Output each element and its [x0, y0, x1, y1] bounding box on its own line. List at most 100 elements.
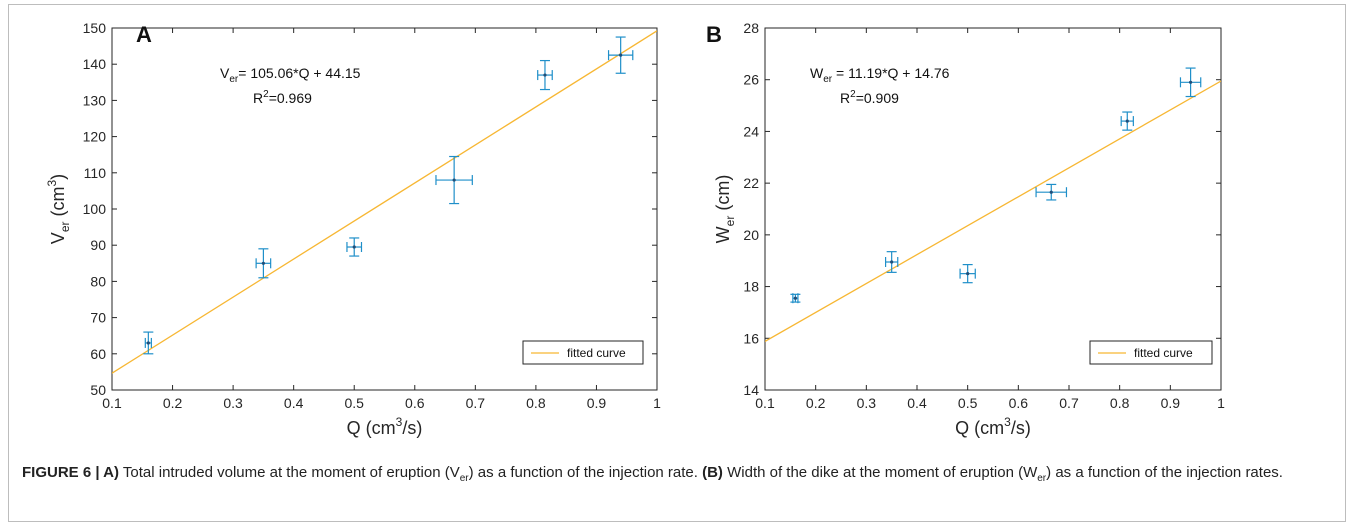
data-point [1120, 111, 1134, 131]
r-squared-sup: 2 [263, 89, 269, 100]
data-point [255, 248, 272, 279]
fit-equation-symbol: W [810, 65, 824, 81]
legend: fitted curve [522, 340, 644, 365]
point-marker [1049, 190, 1053, 194]
figure-caption: FIGURE 6 | A) Total intruded volume at t… [22, 462, 1332, 490]
data-point [346, 237, 363, 257]
y-axis-label-unit-tail: ) [48, 174, 68, 180]
y-tick-label: 26 [743, 72, 759, 88]
x-axis-label-main: Q (cm [955, 418, 1004, 438]
y-tick-label: 16 [743, 330, 759, 346]
y-axis-label-main: W [713, 226, 733, 243]
x-tick-label: 0.9 [1161, 395, 1181, 411]
data-point [435, 155, 473, 205]
caption-label-b: (B) [702, 464, 723, 481]
data-point [790, 293, 801, 304]
fitted-curve-line [112, 30, 657, 374]
data-point [959, 263, 976, 284]
y-tick-label: 140 [83, 56, 107, 72]
data-point [143, 331, 154, 355]
point-marker [261, 261, 265, 265]
y-tick-label: 150 [83, 20, 107, 36]
caption-sub-1: er [459, 473, 469, 484]
point-marker [146, 341, 150, 345]
y-tick-label: 22 [743, 175, 759, 191]
x-tick-label: 0.7 [1059, 395, 1079, 411]
y-tick-label: 18 [743, 279, 759, 295]
fit-equation: Wer = 11.19*Q + 14.76 [810, 65, 950, 85]
fit-equation-rest: = 105.06*Q + 44.15 [238, 65, 360, 81]
panel-label: A [136, 22, 152, 47]
caption-text-1: Total intruded volume at the moment of e… [118, 464, 460, 481]
caption-sub-3: er [1037, 473, 1047, 484]
y-axis-label: Ver (cm3) [45, 174, 72, 244]
data-point [884, 251, 899, 273]
fitted-curve-line [765, 80, 1221, 342]
y-tick-label: 14 [743, 382, 759, 398]
legend-label: fitted curve [567, 346, 626, 360]
y-axis-label-unit: (cm) [713, 175, 733, 216]
x-tick-label: 0.2 [806, 395, 826, 411]
x-tick-label: 0.8 [1110, 395, 1130, 411]
x-tick-label: 0.4 [284, 395, 304, 411]
chart-panel-a: 0.1 0.2 0.3 0.4 0.5 0.6 0.7 0.8 0.9 1506070809010… [45, 20, 661, 438]
x-tick-label: 0.5 [958, 395, 978, 411]
y-axis-label-unit-sup: 3 [45, 180, 59, 187]
y-tick-label: 60 [90, 346, 106, 362]
fit-equation-rest: = 11.19*Q + 14.76 [832, 65, 949, 81]
r-squared: R2=0.969 [253, 89, 312, 106]
y-tick-label: 70 [90, 310, 106, 326]
point-marker [452, 178, 456, 182]
point-marker [1125, 119, 1129, 123]
data-point [1179, 67, 1202, 98]
x-axis-label-sup: 3 [1004, 415, 1011, 429]
r-squared-main: R [840, 90, 850, 106]
data-point [537, 59, 553, 91]
y-axis-label-sub: er [58, 221, 72, 232]
legend-label: fitted curve [1134, 346, 1193, 360]
r-squared-rest: =0.909 [856, 90, 899, 106]
y-tick-label: 110 [84, 165, 107, 181]
legend-box [1089, 340, 1213, 365]
fit-equation-sub: er [823, 74, 833, 85]
x-axis-label: Q (cm3/s) [955, 415, 1031, 438]
y-tick-label: 100 [83, 201, 107, 217]
x-tick-label: 0.6 [1009, 395, 1029, 411]
y-tick-label: 28 [743, 20, 759, 36]
y-tick-label: 130 [83, 92, 107, 108]
figure-frame [8, 4, 1346, 522]
fit-equation: Ver= 105.06*Q + 44.15 [220, 65, 361, 85]
x-tick-label: 0.4 [907, 395, 927, 411]
x-tick-label: 0.1 [102, 395, 122, 411]
y-axis-label-main: V [48, 232, 68, 244]
x-tick-label: 0.9 [587, 395, 607, 411]
point-marker [793, 296, 798, 300]
x-tick-label: 0.5 [344, 395, 364, 411]
point-marker [890, 260, 894, 264]
y-axis-label-sub: er [723, 216, 737, 227]
x-axis-label-tail: /s) [402, 418, 422, 438]
caption-text-2: ) as a function of the injection rate. [468, 464, 703, 481]
x-tick-label: 1 [653, 395, 661, 411]
x-tick-label: 0.3 [223, 395, 243, 411]
chart-panel-b: 0.1 0.2 0.3 0.4 0.5 0.6 0.7 0.8 0.9 1 14 16 18 20 22 24… [706, 20, 1225, 438]
panel-label: B [706, 22, 722, 47]
plot-area-box [764, 27, 1222, 391]
y-tick-label: 80 [90, 273, 106, 289]
y-tick-label: 120 [83, 129, 107, 145]
y-axis-label: Wer (cm) [713, 175, 737, 244]
caption-label-a: FIGURE 6 | A) [22, 464, 119, 481]
caption-text-4: ) as a function of the injection rates. [1046, 464, 1283, 481]
x-axis-label-sup: 3 [396, 415, 403, 429]
y-tick-label: 20 [743, 227, 759, 243]
x-tick-label: 0.8 [526, 395, 546, 411]
x-tick-label: 0.6 [405, 395, 425, 411]
fit-equation-sub: er [229, 74, 239, 85]
y-tick-label: 90 [90, 237, 106, 253]
y-tick-label: 50 [90, 382, 106, 398]
data-point [607, 36, 634, 74]
x-axis-label-tail: /s) [1011, 418, 1031, 438]
point-marker [352, 245, 356, 249]
fit-equation-symbol: V [220, 65, 230, 81]
x-axis-label-main: Q (cm [347, 418, 396, 438]
